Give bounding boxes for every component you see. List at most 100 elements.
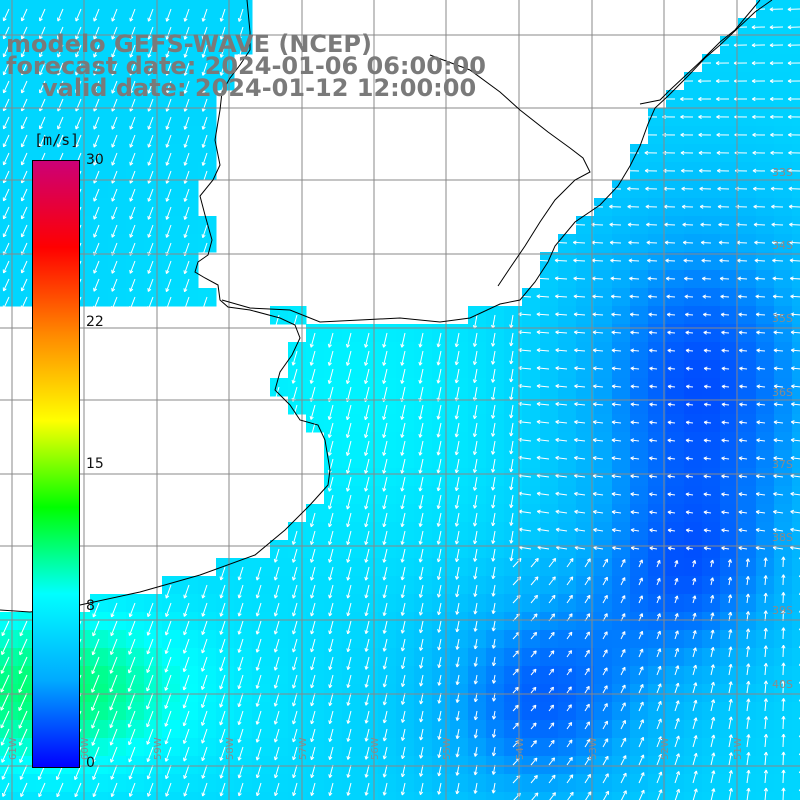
wind-arrow [129, 98, 136, 112]
wind-speed-cell [774, 180, 793, 199]
wind-speed-cell [576, 630, 595, 649]
wind-arrow-head [663, 206, 668, 209]
wind-speed-cell [504, 792, 523, 800]
wind-arrow-head [238, 18, 242, 22]
wind-arrow-head [129, 216, 134, 220]
wind-arrow [129, 152, 136, 166]
wind-speed-cell [702, 234, 721, 253]
wind-speed-cell [594, 306, 613, 325]
wind-speed-cell [522, 396, 541, 415]
wind-arrow [147, 278, 154, 292]
wind-speed-cell [630, 198, 649, 217]
wind-arrow-head [220, 72, 224, 76]
wind-speed-cell [612, 252, 631, 271]
wind-arrow-head [769, 98, 774, 102]
wind-arrow [21, 278, 28, 292]
wind-speed-cell [720, 450, 739, 469]
wind-speed-cell [756, 288, 775, 307]
wind-arrow-head [698, 116, 702, 120]
wind-speed-cell [594, 666, 613, 685]
wind-arrow [166, 134, 172, 148]
wind-arrow-head [75, 144, 80, 148]
wind-speed-cell [540, 684, 559, 703]
wind-arrow-head [3, 126, 7, 130]
wind-speed-cell [720, 216, 739, 235]
wind-speed-cell [702, 468, 721, 487]
wind-speed-cell [522, 522, 541, 541]
wind-speed-cell [558, 306, 577, 325]
wind-speed-cell [630, 162, 649, 181]
wind-speed-cell [594, 450, 613, 469]
wind-arrow-head [610, 259, 614, 263]
wind-arrow-head [111, 108, 116, 112]
wind-speed-cell [738, 198, 757, 217]
wind-speed-cell [684, 432, 703, 451]
wind-arrow-head [166, 162, 170, 166]
wind-speed-cell [576, 792, 595, 800]
wind-arrow [93, 116, 100, 130]
wind-speed-cell [792, 378, 800, 397]
wind-speed-cell [666, 648, 685, 667]
wind-speed-cell [594, 558, 613, 577]
wind-speed-cell [720, 558, 739, 577]
wind-arrow-head [39, 72, 43, 76]
wind-arrow [39, 44, 46, 58]
wind-arrow-head [202, 126, 206, 130]
wind-arrow [720, 295, 730, 298]
wind-speed-cell [576, 540, 595, 559]
wind-speed-cell [792, 702, 800, 721]
wind-speed-cell [648, 198, 667, 217]
wind-speed-cell [774, 90, 793, 109]
wind-arrow-head [111, 216, 116, 220]
wind-arrow [21, 260, 28, 274]
wind-arrow-head [752, 134, 756, 137]
wind-speed-cell [666, 126, 685, 145]
wind-arrow-head [21, 126, 25, 130]
wind-speed-cell [792, 720, 800, 739]
wind-speed-cell [558, 702, 577, 721]
wind-speed-cell [738, 702, 757, 721]
wind-arrow [57, 26, 64, 40]
wind-speed-cell [648, 252, 667, 271]
wind-arrow-head [148, 180, 152, 184]
wind-speed-cell [594, 702, 613, 721]
wind-speed-cell [648, 486, 667, 505]
wind-arrow-head [646, 224, 650, 227]
wind-speed-cell [306, 792, 325, 800]
wind-arrow-head [93, 36, 98, 40]
wind-speed-cell [756, 504, 775, 523]
wind-speed-cell [666, 522, 685, 541]
wind-speed-cell [540, 720, 559, 739]
wind-speed-cell [648, 576, 667, 595]
wind-arrow-head [111, 162, 116, 166]
wind-arrow [166, 206, 172, 220]
wind-arrow-head [627, 224, 632, 227]
wind-arrow [518, 295, 532, 298]
wind-arrow-head [148, 54, 152, 58]
wind-arrow [165, 278, 172, 292]
wind-speed-cell [540, 756, 559, 775]
wind-speed-cell [738, 450, 757, 469]
wind-speed-cell [558, 630, 577, 649]
wind-arrow [736, 241, 748, 244]
wind-speed-cell [576, 756, 595, 775]
wind-arrow [111, 224, 118, 238]
wind-speed-cell [666, 342, 685, 361]
wind-speed-cell [774, 414, 793, 433]
wind-arrow-head [754, 242, 758, 245]
wind-speed-cell [558, 594, 577, 613]
wind-speed-cell [630, 738, 649, 757]
wind-speed-cell [684, 612, 703, 631]
wind-speed-cell [594, 432, 613, 451]
wind-speed-cell [684, 342, 703, 361]
wind-arrow [666, 277, 676, 280]
wind-speed-cell [774, 0, 793, 19]
wind-speed-cell [756, 432, 775, 451]
wind-speed-cell [756, 486, 775, 505]
wind-speed-cell [594, 522, 613, 541]
wind-arrow-head [111, 288, 116, 292]
wind-speed-cell [666, 576, 685, 595]
wind-arrow [184, 188, 190, 202]
wind-arrow-head [148, 198, 152, 202]
wind-arrow-head [39, 54, 43, 58]
